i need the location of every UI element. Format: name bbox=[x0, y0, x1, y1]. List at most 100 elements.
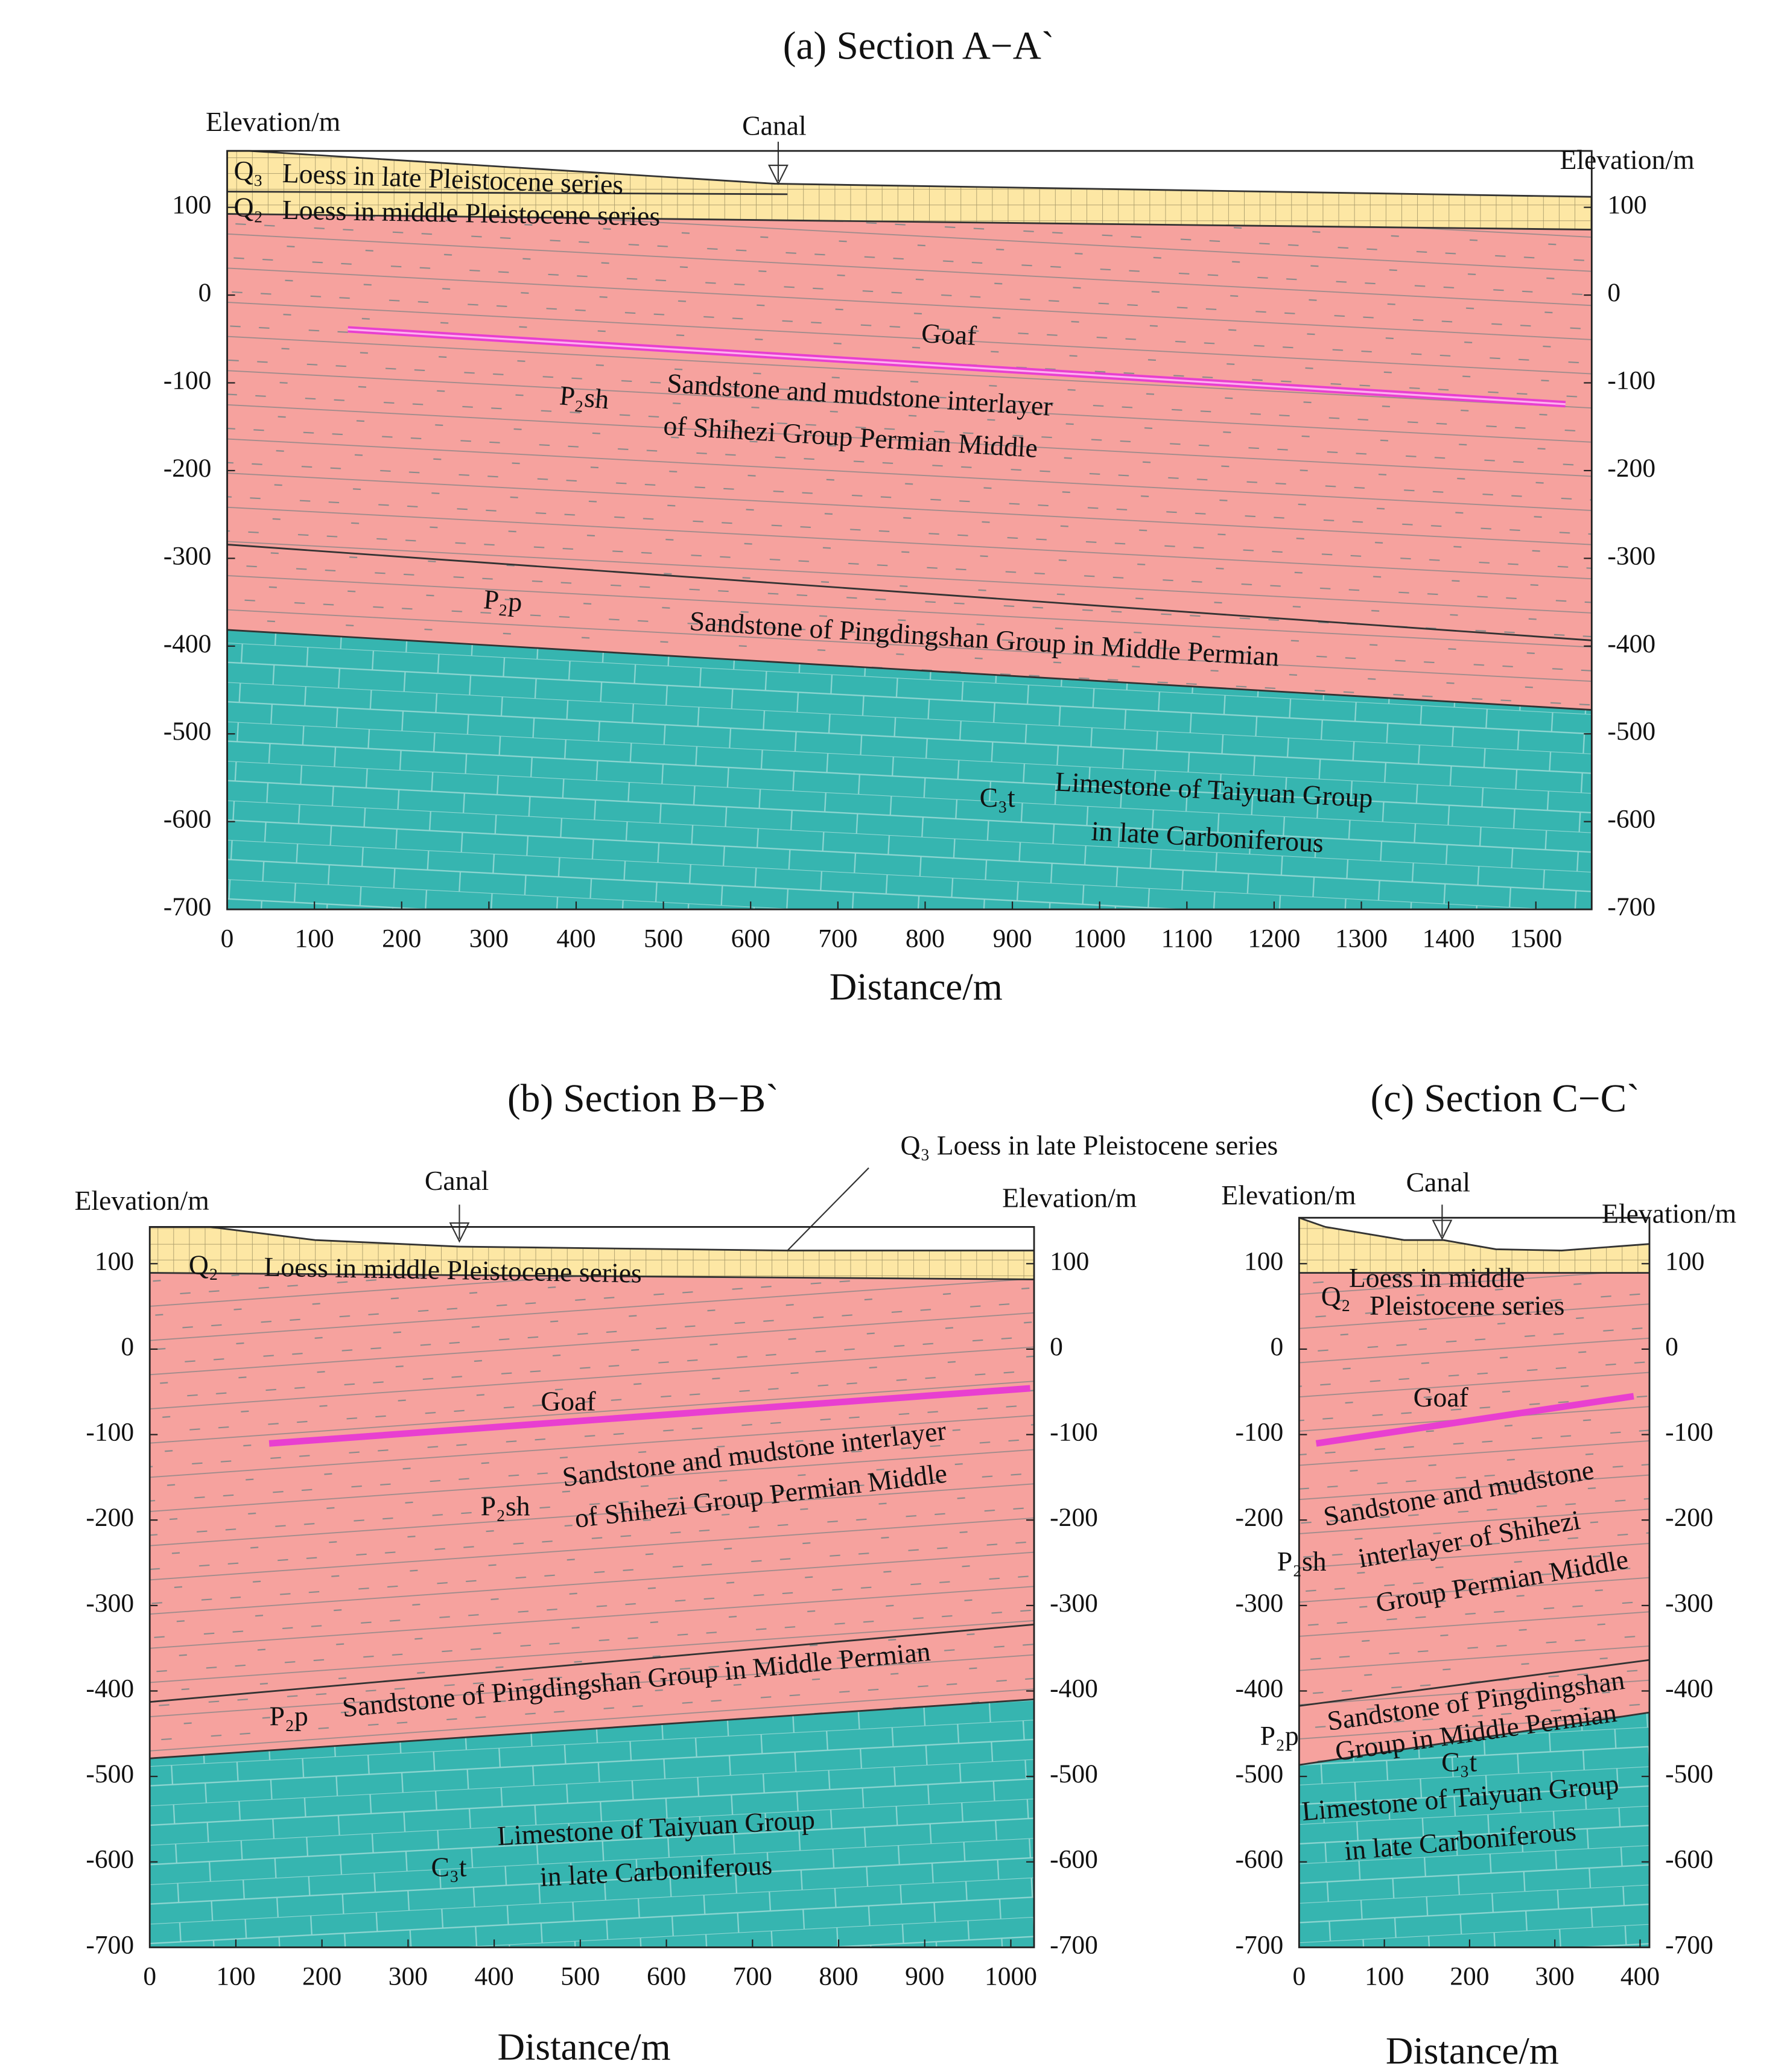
layer-label: P₂p bbox=[270, 1700, 308, 1731]
layer-label: C₃t bbox=[1441, 1747, 1477, 1778]
x-tick-label: 0 bbox=[1292, 1962, 1306, 1991]
plot-frame bbox=[226, 150, 1593, 910]
layer-label: C₃t bbox=[980, 782, 1015, 813]
x-tick-label: 0 bbox=[143, 1962, 156, 1991]
y2-tick-label: -200 bbox=[1665, 1503, 1713, 1532]
plot-frame bbox=[148, 1226, 1035, 1948]
x-tick-label: 600 bbox=[731, 924, 770, 953]
y-tick-label: -200 bbox=[86, 1503, 134, 1532]
layer-label: P₂p bbox=[483, 583, 524, 617]
y2-tick-label: -500 bbox=[1665, 1759, 1713, 1788]
y-tick-label: -600 bbox=[1236, 1845, 1284, 1874]
y2-tick-label: 100 bbox=[1050, 1247, 1089, 1276]
y2-axis-label: Elevation/m bbox=[1602, 1198, 1736, 1229]
section-title: (b) Section B−B` bbox=[507, 1077, 779, 1120]
y2-tick-label: -100 bbox=[1665, 1418, 1713, 1447]
x-tick-label: 1300 bbox=[1335, 924, 1388, 953]
x-tick-label: 900 bbox=[905, 1962, 944, 1991]
section-b-layers bbox=[150, 1167, 1035, 1948]
x-axis-label: Distance/m bbox=[498, 2026, 671, 2068]
x-tick-label: 100 bbox=[1365, 1962, 1404, 1991]
layer-label: Goaf bbox=[1414, 1382, 1469, 1413]
layer-label: Q₃ Loess in late Pleistocene series bbox=[900, 1130, 1278, 1160]
layer-label: P₂sh bbox=[481, 1490, 530, 1521]
y2-tick-label: -600 bbox=[1607, 805, 1655, 834]
layer-label: Q₂ bbox=[189, 1249, 218, 1280]
x-tick-label: 1200 bbox=[1248, 924, 1300, 953]
x-axis-label: Distance/m bbox=[1386, 2030, 1559, 2072]
y-axis-label: Elevation/m bbox=[206, 106, 340, 137]
y2-tick-label: -400 bbox=[1050, 1674, 1098, 1703]
y-tick-label: -700 bbox=[1236, 1930, 1284, 1959]
y-tick-label: -200 bbox=[1236, 1503, 1284, 1532]
plot-frame bbox=[1298, 1216, 1651, 1948]
layer-label: Loess in middle Pleistocene series bbox=[282, 194, 661, 232]
x-tick-label: 900 bbox=[992, 924, 1032, 953]
section-title: (a) Section A−A` bbox=[783, 25, 1055, 68]
y-tick-label: -400 bbox=[86, 1674, 134, 1703]
x-tick-label: 300 bbox=[1535, 1962, 1575, 1991]
x-tick-label: 1500 bbox=[1509, 924, 1562, 953]
x-tick-label: 800 bbox=[906, 924, 945, 953]
x-tick-label: 400 bbox=[1620, 1962, 1660, 1991]
y-tick-label: 0 bbox=[121, 1332, 134, 1361]
x-tick-label: 500 bbox=[644, 924, 683, 953]
y2-tick-label: -600 bbox=[1050, 1845, 1098, 1874]
y-tick-label: -100 bbox=[86, 1418, 134, 1447]
y-tick-label: 0 bbox=[1270, 1332, 1283, 1361]
y2-tick-label: 100 bbox=[1607, 191, 1646, 220]
y-tick-label: -300 bbox=[163, 541, 212, 570]
y2-tick-label: -700 bbox=[1665, 1930, 1713, 1959]
y-axis-label: Elevation/m bbox=[75, 1185, 209, 1216]
x-tick-label: 1100 bbox=[1161, 924, 1213, 953]
layer-label: Canal bbox=[1406, 1166, 1470, 1197]
y2-tick-label: -700 bbox=[1050, 1930, 1098, 1959]
x-tick-label: 1000 bbox=[985, 1962, 1037, 1991]
y-tick-label: -600 bbox=[86, 1845, 134, 1874]
y-tick-label: -500 bbox=[86, 1759, 134, 1788]
y2-tick-label: -300 bbox=[1607, 541, 1655, 570]
x-tick-label: 1400 bbox=[1423, 924, 1475, 953]
y2-tick-label: -500 bbox=[1607, 717, 1655, 746]
x-tick-label: 700 bbox=[818, 924, 857, 953]
y2-axis-label: Elevation/m bbox=[1002, 1182, 1137, 1213]
y-tick-label: -700 bbox=[163, 892, 212, 921]
y2-tick-label: -300 bbox=[1665, 1589, 1713, 1618]
layer-label: Canal bbox=[425, 1165, 489, 1196]
y-axis-label: Elevation/m bbox=[1221, 1180, 1356, 1210]
y-tick-label: -100 bbox=[1236, 1418, 1284, 1447]
y2-tick-label: -200 bbox=[1050, 1503, 1098, 1532]
x-tick-label: 200 bbox=[302, 1962, 341, 1991]
y-tick-label: -200 bbox=[163, 454, 212, 483]
y-tick-label: -400 bbox=[1236, 1674, 1284, 1703]
y2-tick-label: -400 bbox=[1665, 1674, 1713, 1703]
y2-tick-label: 0 bbox=[1665, 1332, 1678, 1361]
y2-axis-label: Elevation/m bbox=[1560, 144, 1694, 175]
y-tick-label: 0 bbox=[198, 278, 212, 307]
x-tick-label: 200 bbox=[1450, 1962, 1489, 1991]
layer-label: P₂sh bbox=[1277, 1546, 1327, 1577]
y2-tick-label: 0 bbox=[1050, 1332, 1063, 1361]
x-tick-label: 100 bbox=[295, 924, 334, 953]
y-tick-label: -400 bbox=[163, 629, 212, 658]
y-tick-label: 100 bbox=[1244, 1247, 1283, 1276]
y2-tick-label: -300 bbox=[1050, 1589, 1098, 1618]
y2-tick-label: -700 bbox=[1607, 892, 1655, 921]
section-a-layers bbox=[227, 141, 1592, 910]
y-tick-label: -700 bbox=[86, 1930, 134, 1959]
layer-label: Pleistocene series bbox=[1369, 1290, 1564, 1321]
layer-label: Q₃ bbox=[233, 155, 264, 187]
x-tick-label: 500 bbox=[560, 1962, 600, 1991]
y2-tick-label: -600 bbox=[1665, 1845, 1713, 1874]
x-axis-label: Distance/m bbox=[830, 965, 1003, 1008]
x-tick-label: 700 bbox=[733, 1962, 772, 1991]
y2-tick-label: -200 bbox=[1607, 454, 1655, 483]
layer-label: Loess in middle bbox=[1349, 1262, 1525, 1293]
x-tick-label: 300 bbox=[469, 924, 509, 953]
y-tick-label: 100 bbox=[172, 191, 211, 220]
layer-label: Canal bbox=[742, 110, 807, 141]
x-tick-label: 100 bbox=[216, 1962, 255, 1991]
section-title: (c) Section C−C` bbox=[1371, 1077, 1640, 1120]
y-tick-label: -300 bbox=[86, 1589, 134, 1618]
